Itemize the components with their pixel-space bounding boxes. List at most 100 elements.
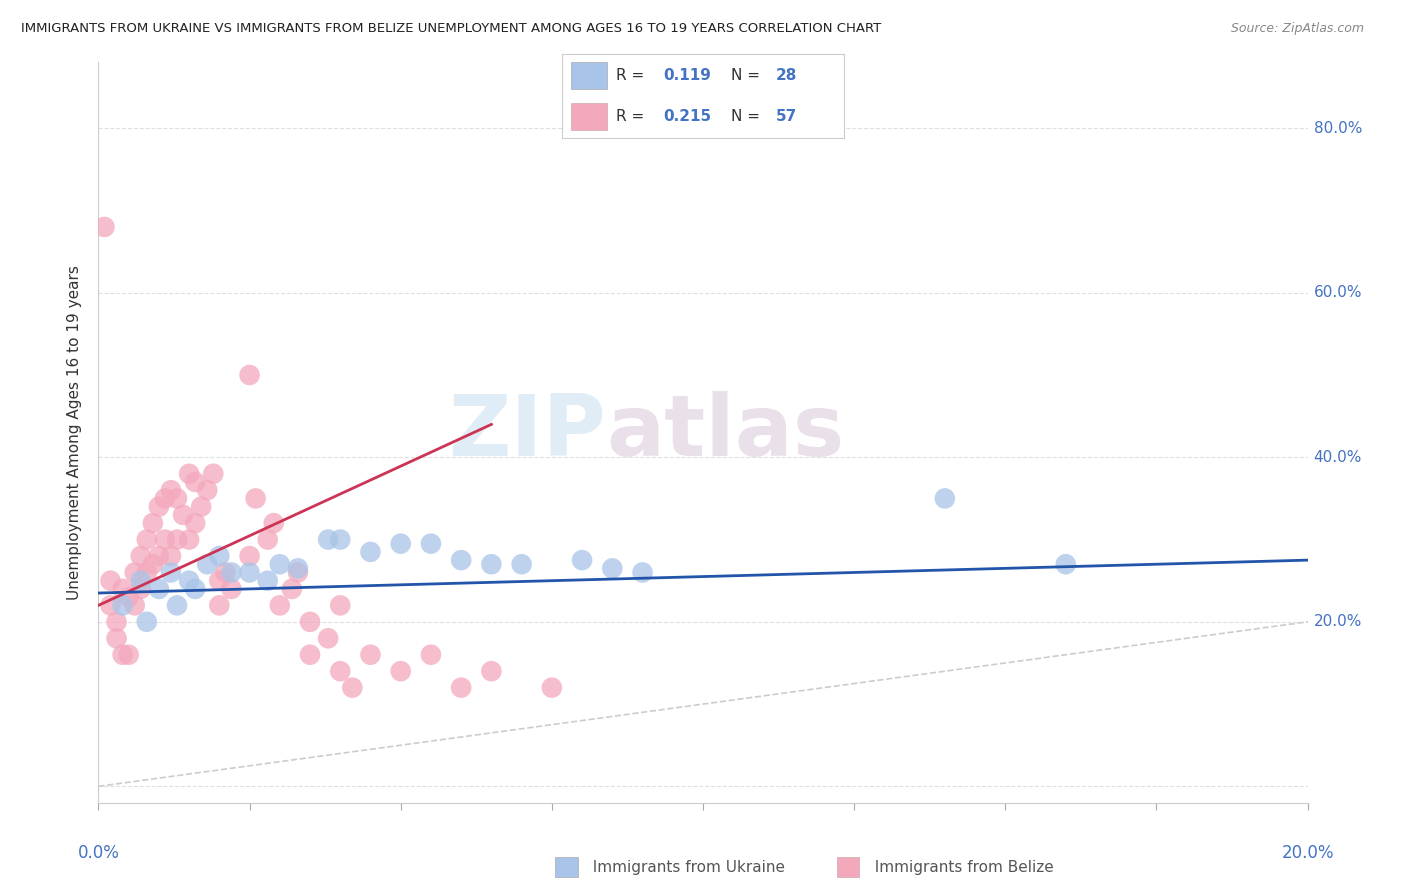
Text: 0.119: 0.119 xyxy=(664,68,711,83)
Point xyxy=(148,500,170,514)
Text: 40.0%: 40.0% xyxy=(1313,450,1362,465)
Text: 80.0%: 80.0% xyxy=(1313,120,1362,136)
Point xyxy=(450,681,472,695)
Point xyxy=(105,632,128,646)
Point xyxy=(419,648,441,662)
Text: 0.215: 0.215 xyxy=(664,109,711,124)
Point xyxy=(316,533,339,547)
Point xyxy=(124,599,146,613)
Point xyxy=(360,545,382,559)
Point xyxy=(195,558,218,572)
Point xyxy=(202,467,225,481)
Point xyxy=(105,615,128,629)
Point xyxy=(153,533,176,547)
Point xyxy=(160,483,183,498)
Point xyxy=(111,648,134,662)
Text: R =: R = xyxy=(616,109,650,124)
Point xyxy=(329,599,352,613)
Point xyxy=(214,566,236,580)
Point xyxy=(287,561,309,575)
Text: 20.0%: 20.0% xyxy=(1313,615,1362,630)
Text: 0.0%: 0.0% xyxy=(77,844,120,862)
Point xyxy=(190,500,212,514)
Point xyxy=(510,558,533,572)
Point xyxy=(129,574,152,588)
Point xyxy=(166,599,188,613)
Point xyxy=(631,566,654,580)
Point xyxy=(184,516,207,530)
Point xyxy=(93,219,115,234)
Point xyxy=(316,632,339,646)
Point xyxy=(135,615,157,629)
Point xyxy=(360,648,382,662)
Point xyxy=(118,648,141,662)
Point xyxy=(245,491,267,506)
Point xyxy=(129,582,152,596)
Text: R =: R = xyxy=(616,68,650,83)
Point xyxy=(299,648,322,662)
Y-axis label: Unemployment Among Ages 16 to 19 years: Unemployment Among Ages 16 to 19 years xyxy=(67,265,83,600)
Text: N =: N = xyxy=(731,109,765,124)
Point xyxy=(269,558,291,572)
Point xyxy=(172,508,194,522)
Bar xyxy=(571,62,607,89)
Point xyxy=(208,549,231,563)
Point xyxy=(329,664,352,678)
Point xyxy=(177,533,201,547)
Text: Immigrants from Belize: Immigrants from Belize xyxy=(865,860,1053,874)
Point xyxy=(389,664,412,678)
Point xyxy=(221,582,243,596)
Point xyxy=(111,582,134,596)
Point xyxy=(481,664,503,678)
Point xyxy=(342,681,364,695)
Point xyxy=(299,615,322,629)
Point xyxy=(263,516,285,530)
Point xyxy=(142,558,165,572)
Point xyxy=(419,537,441,551)
Point xyxy=(256,533,278,547)
Bar xyxy=(571,103,607,130)
Point xyxy=(184,475,207,489)
Point xyxy=(239,566,262,580)
Point xyxy=(184,582,207,596)
Point xyxy=(239,549,262,563)
Point xyxy=(124,566,146,580)
Point xyxy=(135,533,157,547)
Point xyxy=(389,537,412,551)
Point xyxy=(287,566,309,580)
Point xyxy=(481,558,503,572)
Point xyxy=(142,516,165,530)
Point xyxy=(269,599,291,613)
Point xyxy=(111,599,134,613)
Text: 20.0%: 20.0% xyxy=(1281,844,1334,862)
Point xyxy=(148,582,170,596)
Point xyxy=(160,549,183,563)
Text: atlas: atlas xyxy=(606,391,845,475)
Point xyxy=(281,582,304,596)
Point xyxy=(934,491,956,506)
Text: N =: N = xyxy=(731,68,765,83)
Point xyxy=(221,566,243,580)
Text: 60.0%: 60.0% xyxy=(1313,285,1362,301)
Point xyxy=(540,681,562,695)
Point xyxy=(177,574,201,588)
Point xyxy=(100,574,122,588)
Point xyxy=(208,574,231,588)
Point xyxy=(177,467,201,481)
Point xyxy=(166,533,188,547)
Point xyxy=(153,491,176,506)
Point xyxy=(118,590,141,604)
Point xyxy=(1054,558,1077,572)
Text: IMMIGRANTS FROM UKRAINE VS IMMIGRANTS FROM BELIZE UNEMPLOYMENT AMONG AGES 16 TO : IMMIGRANTS FROM UKRAINE VS IMMIGRANTS FR… xyxy=(21,22,882,36)
Point xyxy=(166,491,188,506)
Point xyxy=(239,368,262,382)
Point xyxy=(148,549,170,563)
Point xyxy=(135,566,157,580)
Text: Immigrants from Ukraine: Immigrants from Ukraine xyxy=(583,860,786,874)
Point xyxy=(571,553,593,567)
Point xyxy=(160,566,183,580)
Point xyxy=(329,533,352,547)
Point xyxy=(195,483,218,498)
Point xyxy=(450,553,472,567)
Point xyxy=(208,599,231,613)
